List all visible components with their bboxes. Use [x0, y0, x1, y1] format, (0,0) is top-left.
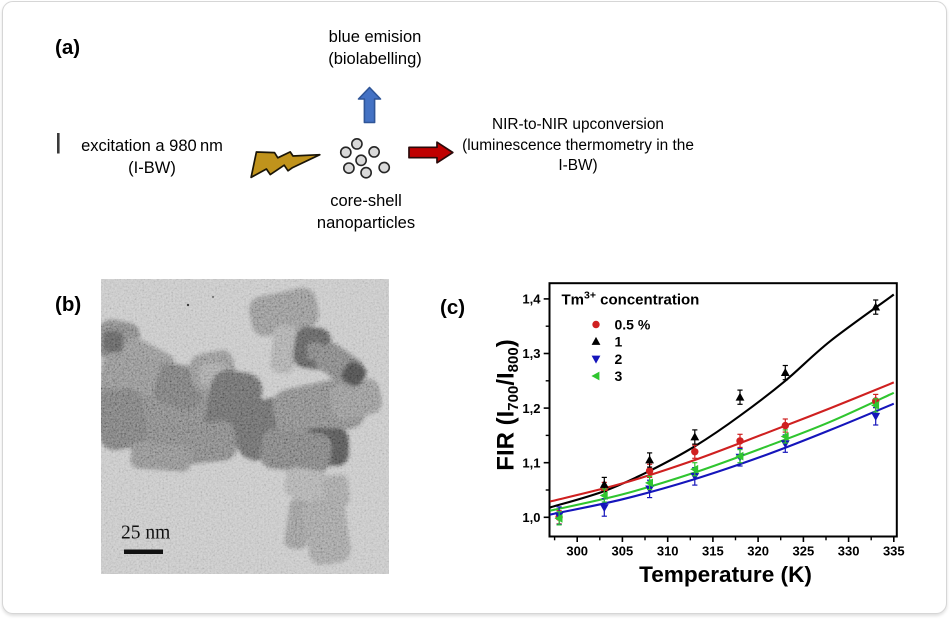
- svg-text:1: 1: [615, 334, 623, 350]
- svg-text:310: 310: [657, 543, 679, 558]
- svg-text:1,3: 1,3: [522, 346, 540, 361]
- svg-text:3: 3: [615, 368, 623, 384]
- svg-text:320: 320: [747, 543, 769, 558]
- svg-text:Temperature (K): Temperature (K): [639, 562, 812, 587]
- svg-text:300: 300: [566, 543, 588, 558]
- svg-text:1,1: 1,1: [522, 455, 540, 470]
- svg-text:1,0: 1,0: [522, 510, 540, 525]
- svg-text:FIR (I700/I800): FIR (I700/I800): [493, 339, 523, 470]
- svg-text:1,2: 1,2: [522, 401, 540, 416]
- svg-text:Tm3+ concentration: Tm3+ concentration: [562, 290, 700, 309]
- svg-text:335: 335: [883, 543, 905, 558]
- svg-text:2: 2: [615, 351, 623, 367]
- svg-text:330: 330: [838, 543, 860, 558]
- svg-text:1,4: 1,4: [522, 292, 541, 307]
- svg-text:315: 315: [702, 543, 724, 558]
- svg-text:0.5 %: 0.5 %: [615, 317, 651, 333]
- svg-text:325: 325: [793, 543, 815, 558]
- svg-text:305: 305: [612, 543, 634, 558]
- svg-text:25 nm: 25 nm: [121, 523, 170, 544]
